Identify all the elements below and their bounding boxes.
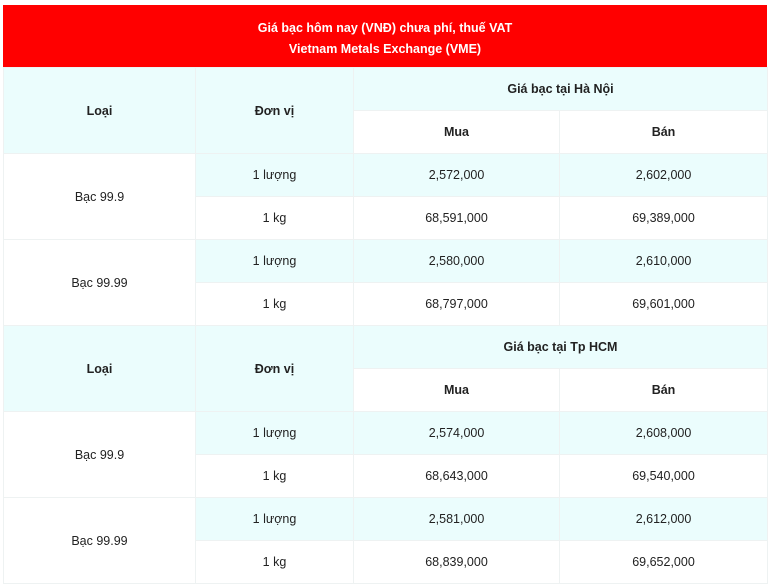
column-header-unit: Đơn vị	[195, 67, 354, 154]
cell-sell-price: 69,601,000	[559, 282, 768, 326]
table-title: Giá bạc hôm nay (VNĐ) chưa phí, thuế VAT…	[3, 5, 767, 67]
cell-buy-price: 2,581,000	[353, 497, 560, 541]
cell-buy-price: 68,797,000	[353, 282, 560, 326]
cell-type: Bạc 99.99	[3, 497, 196, 584]
cell-unit: 1 lượng	[195, 239, 354, 283]
header-row: Loại Đơn vị Giá bạc tại Hà Nội	[3, 67, 768, 154]
cell-unit: 1 lượng	[195, 153, 354, 197]
title-line-1: Giá bạc hôm nay (VNĐ) chưa phí, thuế VAT	[257, 21, 513, 35]
column-header-location: Giá bạc tại Hà Nội	[353, 67, 768, 111]
subheader-row: Mua Bán	[4, 110, 768, 154]
cell-type: Bạc 99.9	[3, 153, 196, 240]
table-row: 1 kg 68,839,000 69,652,000	[4, 540, 768, 584]
cell-buy-price: 68,839,000	[353, 540, 560, 584]
column-header-type: Loại	[3, 67, 196, 154]
table-row: 1 kg 68,643,000 69,540,000	[4, 454, 768, 498]
silver-price-table: Loại Đơn vị Giá bạc tại Hà Nội Mua Bán Bạc 99…	[3, 67, 768, 584]
cell-buy-price: 2,580,000	[353, 239, 560, 283]
silver-price-widget: Giá bạc hôm nay (VNĐ) chưa phí, thuế VAT…	[3, 5, 768, 584]
cell-sell-price: 69,652,000	[559, 540, 768, 584]
table-row: Bạc 99.9 1 lượng 2,572,000 2,602,000	[3, 153, 768, 240]
cell-type: Bạc 99.99	[3, 239, 196, 326]
column-header-buy: Mua	[353, 110, 560, 154]
column-header-buy: Mua	[353, 368, 560, 412]
cell-sell-price: 69,389,000	[559, 196, 768, 240]
column-header-location: Giá bạc tại Tp HCM	[353, 325, 768, 369]
cell-unit: 1 lượng	[195, 497, 354, 541]
column-header-sell: Bán	[559, 110, 768, 154]
table-row: Bạc 99.9 1 lượng 2,574,000 2,608,000	[3, 411, 768, 498]
title-line-2: Vietnam Metals Exchange (VME)	[288, 42, 482, 56]
cell-sell-price: 69,540,000	[559, 454, 768, 498]
column-header-unit: Đơn vị	[195, 325, 354, 412]
cell-buy-price: 68,591,000	[353, 196, 560, 240]
cell-type: Bạc 99.9	[3, 411, 196, 498]
cell-unit: 1 lượng	[195, 411, 354, 455]
cell-sell-price: 2,602,000	[559, 153, 768, 197]
cell-sell-price: 2,608,000	[559, 411, 768, 455]
cell-buy-price: 2,574,000	[353, 411, 560, 455]
cell-unit: 1 kg	[195, 540, 354, 584]
column-header-type: Loại	[3, 325, 196, 412]
cell-sell-price: 2,610,000	[559, 239, 768, 283]
cell-unit: 1 kg	[195, 282, 354, 326]
cell-buy-price: 2,572,000	[353, 153, 560, 197]
column-header-sell: Bán	[559, 368, 768, 412]
table-row: 1 kg 68,797,000 69,601,000	[4, 282, 768, 326]
cell-unit: 1 kg	[195, 454, 354, 498]
table-row: 1 kg 68,591,000 69,389,000	[4, 196, 768, 240]
subheader-row: Mua Bán	[4, 368, 768, 412]
table-row: Bạc 99.99 1 lượng 2,580,000 2,610,000	[3, 239, 768, 326]
cell-sell-price: 2,612,000	[559, 497, 768, 541]
table-row: Bạc 99.99 1 lượng 2,581,000 2,612,000	[3, 497, 768, 584]
cell-buy-price: 68,643,000	[353, 454, 560, 498]
cell-unit: 1 kg	[195, 196, 354, 240]
header-row: Loại Đơn vị Giá bạc tại Tp HCM	[3, 325, 768, 412]
